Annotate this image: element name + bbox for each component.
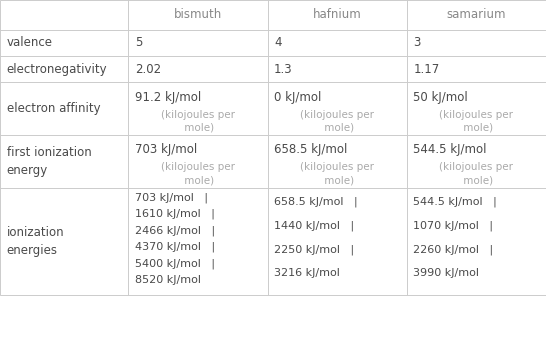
Text: 544.5 kJ/mol   |: 544.5 kJ/mol | xyxy=(413,197,497,207)
Text: 703 kJ/mol   |: 703 kJ/mol | xyxy=(135,193,208,203)
Text: electron affinity: electron affinity xyxy=(7,102,100,115)
Text: 1.3: 1.3 xyxy=(274,63,293,76)
Text: bismuth: bismuth xyxy=(174,8,222,21)
Text: 5: 5 xyxy=(135,36,143,50)
Text: first ionization
energy: first ionization energy xyxy=(7,146,91,177)
Text: (kilojoules per
 mole): (kilojoules per mole) xyxy=(161,110,235,132)
Text: 1610 kJ/mol   |: 1610 kJ/mol | xyxy=(135,209,215,219)
Text: (kilojoules per
 mole): (kilojoules per mole) xyxy=(440,162,513,185)
Text: 3: 3 xyxy=(413,36,421,50)
Text: 4: 4 xyxy=(274,36,282,50)
Text: 5400 kJ/mol   |: 5400 kJ/mol | xyxy=(135,258,215,269)
Text: 1440 kJ/mol   |: 1440 kJ/mol | xyxy=(274,221,354,231)
Text: samarium: samarium xyxy=(447,8,506,21)
Text: 2260 kJ/mol   |: 2260 kJ/mol | xyxy=(413,244,494,255)
Bar xyxy=(0,0,546,295)
Text: 2250 kJ/mol   |: 2250 kJ/mol | xyxy=(274,244,354,255)
Text: 3216 kJ/mol: 3216 kJ/mol xyxy=(274,268,340,278)
Text: 544.5 kJ/mol: 544.5 kJ/mol xyxy=(413,143,487,156)
Text: 0 kJ/mol: 0 kJ/mol xyxy=(274,91,322,103)
Text: 2.02: 2.02 xyxy=(135,63,161,76)
Text: 3990 kJ/mol: 3990 kJ/mol xyxy=(413,268,479,278)
Text: (kilojoules per
 mole): (kilojoules per mole) xyxy=(161,162,235,185)
Text: (kilojoules per
 mole): (kilojoules per mole) xyxy=(300,162,374,185)
Text: 658.5 kJ/mol   |: 658.5 kJ/mol | xyxy=(274,197,358,207)
Text: 91.2 kJ/mol: 91.2 kJ/mol xyxy=(135,91,201,103)
Text: 50 kJ/mol: 50 kJ/mol xyxy=(413,91,468,103)
Text: 703 kJ/mol: 703 kJ/mol xyxy=(135,143,197,156)
Text: electronegativity: electronegativity xyxy=(7,63,107,76)
Text: (kilojoules per
 mole): (kilojoules per mole) xyxy=(440,110,513,132)
Text: 658.5 kJ/mol: 658.5 kJ/mol xyxy=(274,143,347,156)
Text: ionization
energies: ionization energies xyxy=(7,226,64,257)
Text: 2466 kJ/mol   |: 2466 kJ/mol | xyxy=(135,225,215,236)
Text: (kilojoules per
 mole): (kilojoules per mole) xyxy=(300,110,374,132)
Text: 8520 kJ/mol: 8520 kJ/mol xyxy=(135,275,201,285)
Text: 4370 kJ/mol   |: 4370 kJ/mol | xyxy=(135,242,215,252)
Text: hafnium: hafnium xyxy=(313,8,361,21)
Text: valence: valence xyxy=(7,36,52,50)
Text: 1.17: 1.17 xyxy=(413,63,440,76)
Text: 1070 kJ/mol   |: 1070 kJ/mol | xyxy=(413,221,494,231)
